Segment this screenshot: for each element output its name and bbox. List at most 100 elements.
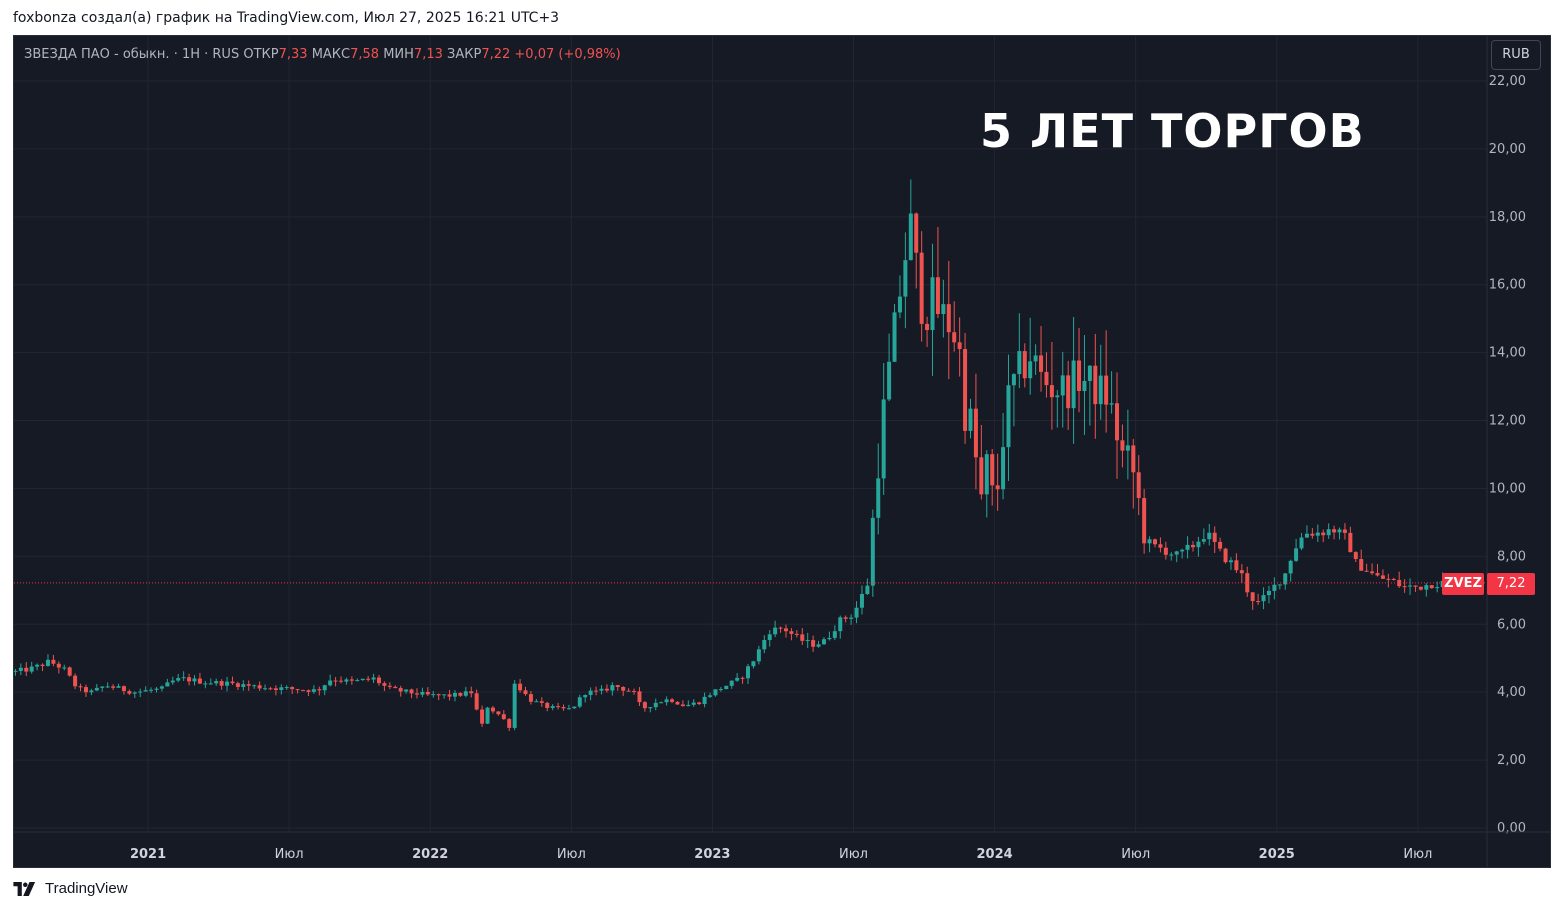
candle-body — [387, 685, 392, 687]
candle-body — [409, 689, 414, 694]
open-label: ОТКР — [243, 47, 279, 62]
candle-body — [78, 686, 83, 688]
open-value: 7,33 — [278, 47, 308, 62]
candle-body — [811, 640, 816, 647]
candle-body — [203, 683, 208, 685]
candle-body — [143, 690, 148, 692]
candle-body — [273, 688, 278, 690]
candle-body — [1028, 361, 1033, 379]
candle-body — [1060, 375, 1065, 396]
candle-body — [290, 687, 295, 690]
candle-body — [1049, 385, 1054, 398]
candle-body — [263, 688, 268, 690]
candle-body — [621, 686, 626, 691]
candle-body — [328, 680, 333, 686]
candle-body — [1310, 533, 1315, 536]
x-tick-label: 2024 — [976, 847, 1012, 862]
candle-body — [746, 666, 751, 679]
candle-body — [1011, 374, 1016, 386]
chart-panel[interactable]: 0,00 2,00 4,00 6,00 8,00 10,00 12,00 14,00 16,00… — [13, 35, 1551, 868]
candle-body — [1261, 595, 1266, 602]
candle-body — [556, 706, 561, 708]
candle-body — [735, 677, 740, 681]
candle-body — [854, 607, 859, 618]
candle-body — [35, 664, 40, 667]
candle-body — [317, 689, 322, 691]
candle-body — [62, 667, 67, 669]
candle-body — [1136, 472, 1141, 499]
candle-body — [1017, 351, 1022, 375]
low-value: 7,13 — [413, 47, 443, 62]
candle-body — [333, 680, 338, 682]
candle-body — [1152, 539, 1157, 545]
candle-body — [371, 677, 376, 680]
candle-body — [794, 633, 799, 635]
candle-body — [311, 689, 316, 692]
chart-headline: 5 ЛЕТ ТОРГОВ — [980, 104, 1365, 158]
candle-body — [838, 617, 843, 632]
candle-body — [1223, 548, 1228, 563]
candle-body — [398, 688, 403, 692]
candle-body — [18, 667, 23, 671]
candle-body — [713, 689, 718, 696]
candle-body — [1174, 551, 1179, 555]
symbol-info: ЗВЕЗДА ПАО - обыкн. · 1Н · RUS — [24, 47, 240, 62]
y-tick-label: 10,00 — [1489, 481, 1526, 496]
candle-body — [952, 332, 957, 343]
candle-body — [1055, 395, 1060, 398]
candle-body — [485, 707, 490, 724]
currency-button[interactable]: RUB — [1491, 40, 1541, 70]
candle-body — [1337, 529, 1342, 533]
candle-body — [83, 687, 88, 693]
candle-body — [610, 685, 615, 691]
y-tick-label: 18,00 — [1489, 210, 1526, 225]
candle-body — [545, 702, 550, 708]
candle-body — [908, 213, 913, 261]
candle-body — [1218, 541, 1223, 549]
candle-body — [73, 675, 78, 687]
candle-body — [1234, 560, 1239, 571]
candle-body — [686, 704, 691, 707]
candle-body — [442, 694, 447, 696]
candle-body — [159, 686, 164, 689]
candle-body — [1288, 560, 1293, 574]
candle-body — [1033, 355, 1038, 362]
candle-body — [235, 683, 240, 687]
candle-body — [594, 690, 599, 692]
candle-body — [518, 683, 523, 691]
candle-body — [257, 685, 262, 689]
candle-body — [930, 277, 935, 331]
candle-body — [718, 689, 723, 691]
candle-body — [1158, 544, 1163, 548]
candle-body — [1272, 584, 1277, 591]
y-tick-label: 2,00 — [1497, 753, 1526, 768]
candle-body — [789, 631, 794, 634]
candle-body — [1326, 529, 1331, 536]
candle-body — [225, 681, 230, 686]
candle-body — [1001, 447, 1006, 490]
candle-body — [219, 681, 224, 686]
candle-body — [914, 213, 919, 253]
y-tick-label: 0,00 — [1497, 821, 1526, 836]
candle-body — [1402, 586, 1407, 588]
candle-body — [1413, 585, 1418, 587]
candle-body — [89, 690, 94, 693]
tradingview-brand[interactable]: TradingView — [13, 880, 128, 897]
candle-body — [887, 361, 892, 400]
candle-body — [279, 687, 284, 690]
x-tick-label: Июл — [839, 847, 868, 862]
candle-body — [1239, 570, 1244, 574]
candle-body — [404, 689, 409, 692]
candle-body — [322, 685, 327, 691]
candle-body — [783, 628, 788, 632]
candle-body — [1418, 586, 1423, 590]
candle-body — [436, 694, 441, 696]
candle-body — [903, 260, 908, 297]
candle-body — [528, 694, 533, 702]
candlestick-chart[interactable]: 0,00 2,00 4,00 6,00 8,00 10,00 12,00 14,00 16,00… — [14, 36, 1550, 867]
candle-body — [1348, 532, 1353, 553]
candle-body — [197, 678, 202, 684]
candle-body — [45, 659, 50, 666]
candle-body — [1391, 579, 1396, 581]
candle-body — [1087, 365, 1092, 381]
